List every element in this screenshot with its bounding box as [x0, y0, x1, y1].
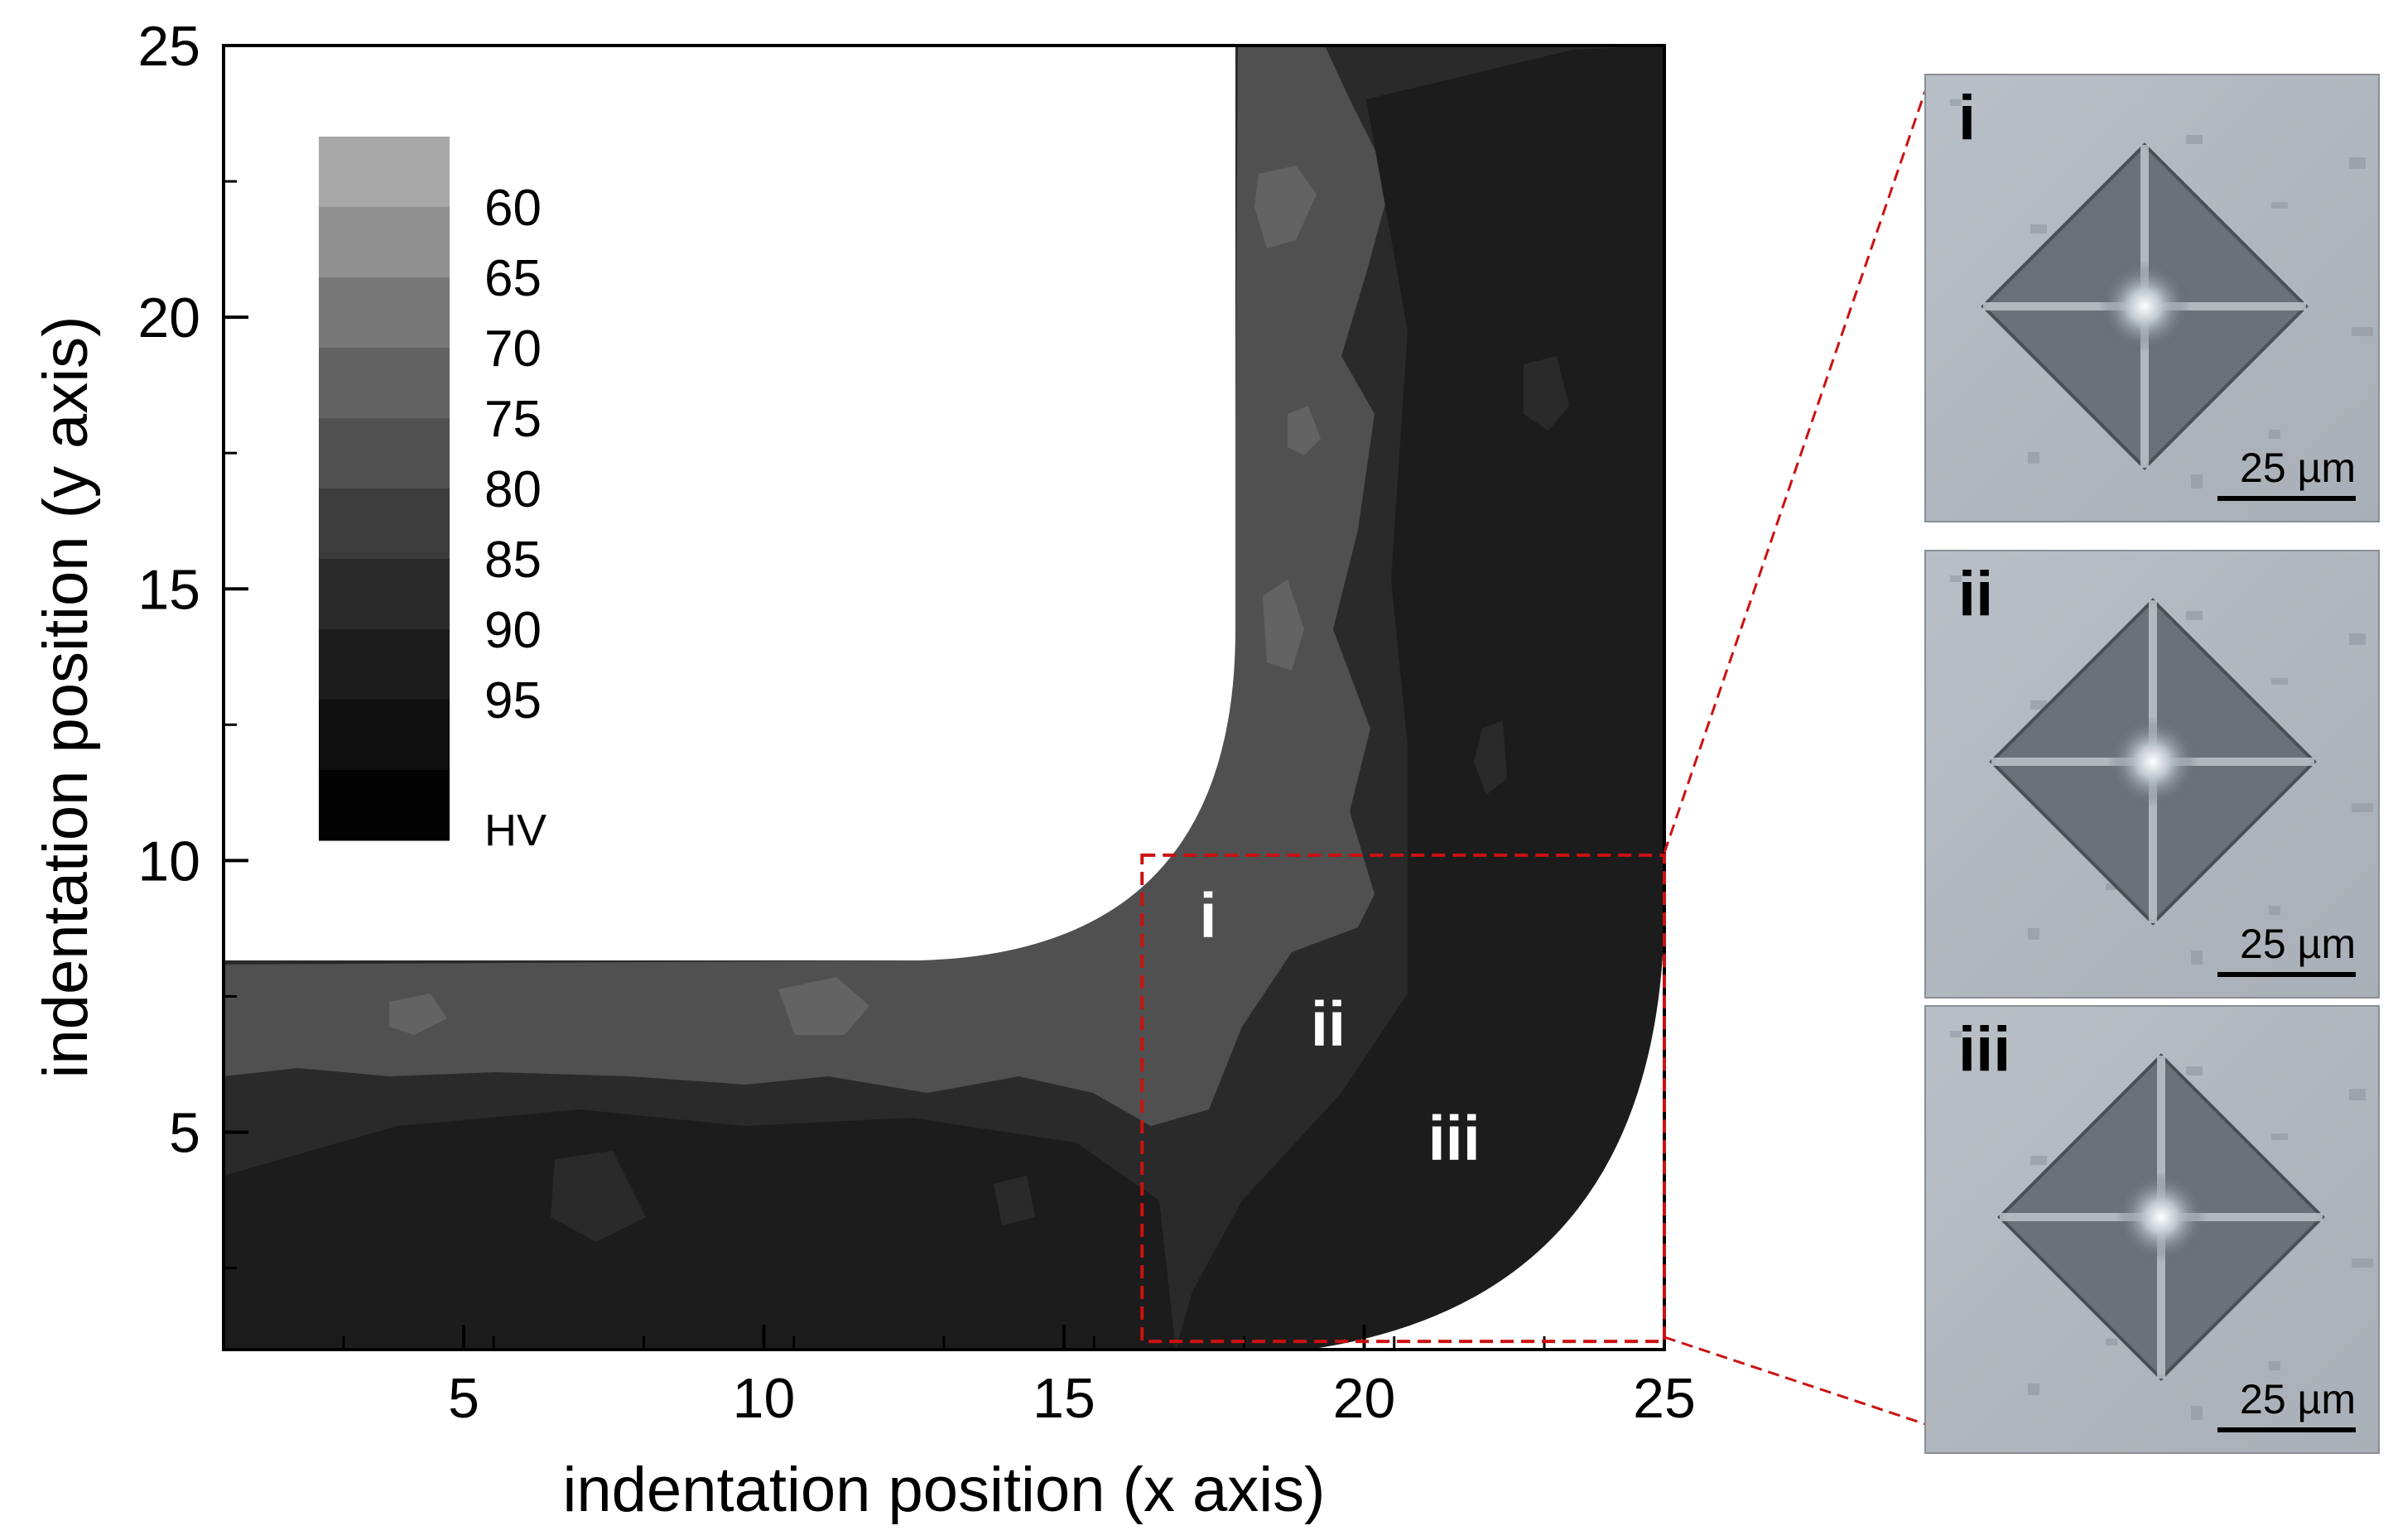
surface-speck: [2191, 474, 2203, 488]
surface-speck: [2271, 202, 2288, 209]
surface-speck: [2349, 633, 2366, 645]
colorbar-swatch: [319, 348, 450, 419]
connector-line-bottom: [1664, 1335, 1926, 1426]
y-tick-label: 25: [137, 15, 200, 78]
surface-speck: [2028, 452, 2039, 464]
surface-speck: [2352, 803, 2373, 812]
surface-speck: [1950, 575, 1962, 582]
softer-spot: [1254, 166, 1317, 248]
x-tick-label: 25: [1633, 1367, 1696, 1430]
local-spot: [551, 1151, 646, 1242]
point-label: ii: [1311, 989, 1346, 1060]
indent-center-glow: [2116, 1172, 2207, 1263]
surface-speck: [2349, 1089, 2366, 1100]
hardness-contour-map: [224, 46, 1664, 1350]
surface-speck: [2269, 1361, 2280, 1370]
colorbar-tick-label: 70: [484, 320, 542, 378]
colorbar-swatch: [319, 137, 450, 208]
local-spot: [1524, 356, 1569, 431]
surface-speck: [2186, 135, 2203, 144]
unmeasured-region: [1308, 919, 1664, 1350]
local-spot: [994, 1176, 1035, 1225]
micrograph-panel: iii 25 µm: [1924, 1005, 2380, 1454]
colorbar-tick-label: 95: [484, 672, 542, 729]
softer-spot: [778, 977, 869, 1035]
surface-speck: [2271, 1133, 2288, 1140]
colorbar-swatch: [319, 700, 450, 771]
connector-line-top: [1663, 90, 1927, 854]
surface-speck: [2028, 1384, 2039, 1395]
surface-speck: [2030, 224, 2047, 233]
x-tick-label: 5: [448, 1367, 479, 1430]
micrograph-label: ii: [1958, 559, 1993, 629]
colorbar-unit-label: HV: [484, 806, 546, 855]
x-tick-label: 15: [1033, 1367, 1095, 1430]
x-tick-label: 20: [1333, 1367, 1396, 1430]
scale-bar-label: 25 µm: [2240, 921, 2356, 967]
colorbar-tick-label: 85: [484, 532, 542, 589]
surface-speck: [2352, 1258, 2373, 1268]
colorbar-swatch: [319, 277, 450, 349]
surface-speck: [2352, 327, 2373, 336]
unmeasured-region: [224, 46, 1235, 960]
surface-speck: [2106, 883, 2117, 890]
indent-center-glow: [2107, 716, 2198, 807]
point-label: i: [1199, 880, 1216, 950]
y-tick-label: 5: [169, 1102, 200, 1165]
micrograph-panel: i 25 µm: [1924, 74, 2380, 522]
surface-speck: [2030, 700, 2047, 710]
scale-bar-label: 25 µm: [2240, 1376, 2356, 1422]
indent-center-glow: [2099, 261, 2190, 352]
surface-speck: [1950, 1031, 1962, 1037]
colorbar-swatch: [319, 488, 450, 560]
colorbar-tick-label: 90: [484, 602, 542, 659]
surface-speck: [2186, 611, 2203, 620]
inner-bend-band: [224, 46, 1391, 1126]
x-axis-label: indentation position (x axis): [563, 1455, 1326, 1525]
softer-spot: [1263, 580, 1304, 671]
y-tick-label: 20: [137, 286, 200, 349]
harder-spot: [224, 1109, 1176, 1350]
surface-speck: [2030, 1156, 2047, 1165]
colorbar: 60 65 70 75 80 85 90 95 HV: [319, 137, 546, 855]
surface-speck: [2269, 430, 2280, 439]
colorbar-tick-label: 60: [484, 180, 542, 237]
local-spot: [1474, 720, 1507, 795]
colorbar-tick-label: 65: [484, 250, 542, 307]
surface-speck: [2106, 1339, 2117, 1345]
colorbar-tick-label: 75: [484, 391, 542, 448]
x-tick-label: 10: [733, 1367, 796, 1430]
y-tick-label: 15: [137, 558, 200, 621]
y-tick-label: 10: [137, 830, 200, 893]
surface-speck: [2191, 1406, 2203, 1420]
surface-speck: [2349, 157, 2366, 169]
point-label: iii: [1428, 1103, 1481, 1173]
micrograph-label: i: [1958, 83, 1976, 153]
softer-spot: [389, 994, 447, 1035]
surface-speck: [2028, 928, 2039, 940]
colorbar-swatch: [319, 418, 450, 489]
colorbar-swatch: [319, 559, 450, 630]
colorbar-swatch: [319, 629, 450, 700]
surface-speck: [2191, 950, 2203, 965]
micrograph-panels: i 25 µm ii 25 µm iii 25 µm: [1924, 74, 2380, 1454]
colorbar-swatch: [319, 207, 450, 278]
micrograph-label: iii: [1958, 1014, 2010, 1085]
surface-speck: [2271, 678, 2288, 685]
inset-region-box: [1140, 853, 1666, 1344]
micrograph-panel: ii 25 µm: [1924, 550, 2380, 999]
surface-speck: [2269, 906, 2280, 915]
colorbar-swatch: [319, 770, 450, 841]
ticks: 5 10 15 20 25 5 10 15 20 25: [137, 15, 1695, 1430]
y-axis-label: indentation position (y axis): [31, 316, 101, 1079]
scale-bar-label: 25 µm: [2240, 445, 2356, 491]
softer-spot: [1288, 406, 1321, 455]
surface-speck: [2186, 1066, 2203, 1076]
colorbar-tick-label: 80: [484, 461, 542, 518]
surface-speck: [1950, 99, 1962, 106]
